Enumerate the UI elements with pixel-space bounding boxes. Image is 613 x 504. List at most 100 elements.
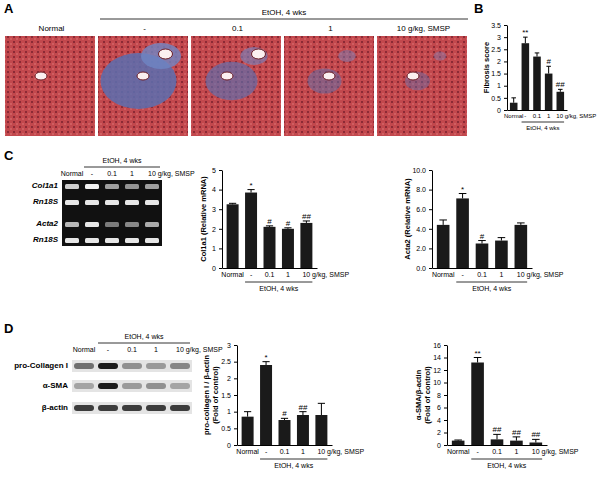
- y-tick-label: 6.0: [416, 206, 426, 213]
- y-tick-mark: [234, 428, 237, 429]
- chart: *####012345Normal-0.1110 g/kg, SMSPEtOH,…: [199, 167, 349, 292]
- error-cap: [511, 97, 516, 98]
- y-tick-label: 3: [227, 342, 231, 349]
- y-tick-mark: [234, 412, 237, 413]
- group-line: [245, 282, 312, 283]
- group-line: [456, 282, 527, 283]
- gel-band: [125, 200, 139, 205]
- row-label: α-SMA: [43, 381, 69, 390]
- y-tick: 6: [437, 404, 447, 411]
- x-tick-label: 0.1: [492, 448, 502, 455]
- y-tick: 3: [212, 206, 222, 213]
- y-axis: 012345: [212, 167, 222, 272]
- sig-label: #: [286, 219, 291, 228]
- x-axis-line: [508, 110, 568, 111]
- error-cap: [454, 440, 462, 441]
- bar: [515, 225, 528, 268]
- x-tick: 10 g/kg, SMSP: [556, 110, 596, 119]
- error-stem: [247, 412, 248, 417]
- y-tick: 14: [433, 354, 447, 361]
- lane-label: -: [143, 24, 146, 33]
- error-cap: [498, 237, 506, 238]
- error-bar: [281, 418, 288, 420]
- gel-band: [145, 200, 159, 205]
- y-tick-label: 0.5: [491, 95, 501, 102]
- y-tick-mark: [429, 190, 432, 191]
- error-stem: [321, 403, 322, 415]
- y-tick-mark: [429, 170, 432, 171]
- row-label: Acta2: [35, 219, 58, 228]
- group-label: EtOH, 4 wks: [526, 125, 559, 131]
- lane-label: 10 g/kg, SMSP: [397, 24, 450, 33]
- fibrosis: [308, 68, 342, 93]
- y-tick-mark: [429, 268, 432, 269]
- blot-bg: [72, 360, 192, 372]
- sig-label: ##: [512, 428, 521, 437]
- y-axis-title: Acta2 (Relative mRNA): [403, 178, 412, 260]
- y-tick-label: 2: [497, 58, 501, 65]
- y-tick-mark: [504, 74, 507, 75]
- error-stem: [462, 194, 463, 199]
- gel-band: [65, 200, 79, 205]
- error-bar: [511, 98, 516, 103]
- y-tick: 2: [212, 226, 222, 233]
- x-axis: Normal-0.1110 g/kg, SMSP: [432, 268, 564, 279]
- y-tick: 8.0: [416, 186, 432, 193]
- x-tick-label: Normal: [221, 271, 244, 278]
- y-axis-line: [507, 26, 508, 111]
- blot-band: [122, 405, 142, 411]
- x-tick-label: 1: [301, 448, 305, 455]
- gel-band: [105, 200, 119, 205]
- y-tick: 0.0: [416, 265, 432, 272]
- y-axis-title: Fibrosis score: [482, 42, 491, 93]
- y-tick: 6.0: [416, 206, 432, 213]
- y-tick-mark: [504, 25, 507, 26]
- y-tick-label: 2.5: [491, 46, 501, 53]
- y-tick-mark: [444, 445, 447, 446]
- y-tick-mark: [444, 358, 447, 359]
- y-axis: 0246810121416: [433, 342, 447, 449]
- gel-band: [65, 222, 79, 227]
- lane-label: 1: [154, 346, 158, 353]
- y-tick-label: 0: [212, 265, 216, 272]
- bar: [227, 204, 239, 268]
- bar: [545, 74, 553, 110]
- x-tick: Normal: [221, 268, 244, 278]
- y-tick: 3: [497, 34, 507, 41]
- x-tick: 1: [547, 110, 551, 119]
- plot-area: [437, 194, 527, 268]
- y-tick-mark: [444, 420, 447, 421]
- panel-label: B: [474, 1, 483, 16]
- x-tick-label: 1: [547, 113, 551, 119]
- blot-band: [98, 383, 118, 389]
- x-tick: Normal: [504, 110, 523, 119]
- y-tick-label: 1: [212, 245, 216, 252]
- lane-label: Normal: [73, 346, 96, 353]
- fibrosis: [434, 52, 447, 61]
- blot-band: [74, 383, 94, 389]
- row-label: Rn18S: [33, 197, 59, 206]
- y-tick-label: 10: [433, 379, 441, 386]
- bar: [510, 441, 523, 445]
- y-tick-mark: [219, 229, 222, 230]
- sig-label: ##: [493, 425, 502, 434]
- blot-band: [74, 405, 94, 411]
- sig-label: #: [267, 217, 272, 226]
- blot-band: [170, 363, 190, 369]
- row-label: Rn18S: [33, 235, 59, 244]
- sig-label: ##: [556, 80, 565, 89]
- x-tick-label: -: [461, 271, 464, 278]
- y-tick: 0.5: [221, 425, 237, 432]
- error-cap: [535, 52, 540, 53]
- error-bar: [244, 412, 251, 417]
- y-tick-label: 5: [212, 167, 216, 174]
- x-tick-label: 10 g/kg, SMSP: [302, 271, 349, 279]
- panel-label: C: [4, 148, 14, 163]
- bar: [315, 415, 327, 445]
- y-tick-label: 3.5: [491, 22, 501, 29]
- x-tick-label: 10 g/kg, SMSP: [517, 271, 564, 279]
- x-tick: 10 g/kg, SMSP: [302, 268, 349, 279]
- vessel: [137, 72, 149, 80]
- gel-band: [85, 222, 99, 227]
- lane-label: 0.1: [232, 24, 244, 33]
